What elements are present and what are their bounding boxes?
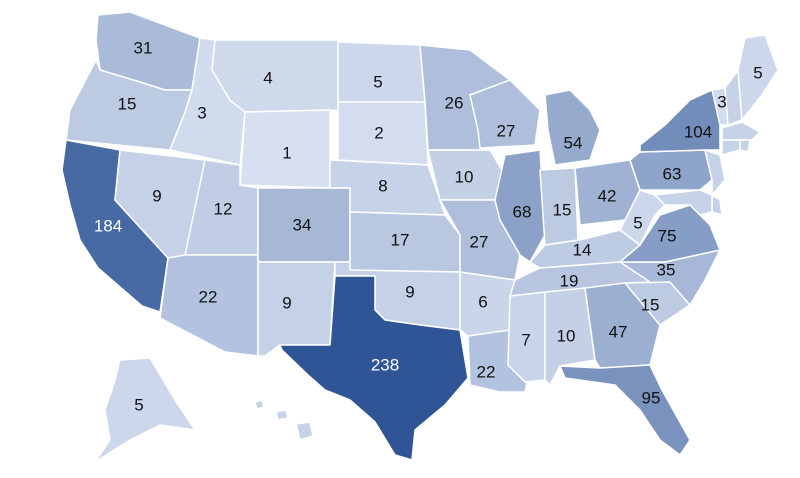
label-ME: 5 bbox=[753, 64, 762, 83]
label-MI: 54 bbox=[564, 134, 583, 153]
label-AR: 6 bbox=[478, 293, 487, 312]
label-PA: 63 bbox=[663, 165, 682, 184]
label-NM: 9 bbox=[282, 294, 291, 313]
label-ID: 3 bbox=[197, 104, 206, 123]
label-IN: 15 bbox=[553, 201, 572, 220]
label-IL: 68 bbox=[513, 203, 532, 222]
label-AZ: 22 bbox=[199, 288, 218, 307]
label-MO: 27 bbox=[470, 233, 489, 252]
label-MT: 4 bbox=[263, 69, 272, 88]
label-WY: 1 bbox=[282, 144, 291, 163]
label-GA: 47 bbox=[609, 323, 628, 342]
label-IA: 10 bbox=[455, 168, 474, 187]
label-LA: 22 bbox=[477, 363, 496, 382]
state-TX[interactable] bbox=[279, 275, 469, 461]
label-ND: 5 bbox=[373, 73, 382, 92]
label-CO: 34 bbox=[293, 216, 312, 235]
state-FL[interactable] bbox=[559, 364, 691, 456]
label-TN: 19 bbox=[560, 272, 579, 291]
state-NJ[interactable] bbox=[704, 149, 726, 196]
label-MS: 7 bbox=[521, 331, 530, 350]
label-CA: 184 bbox=[94, 217, 122, 236]
state-AK[interactable] bbox=[94, 357, 196, 463]
label-NV: 9 bbox=[152, 187, 161, 206]
label-WV: 5 bbox=[633, 214, 642, 233]
state-RI[interactable] bbox=[739, 139, 751, 153]
state-WV[interactable] bbox=[619, 189, 666, 246]
label-SD: 2 bbox=[374, 124, 383, 143]
label-AK: 5 bbox=[134, 396, 143, 415]
label-MN: 26 bbox=[445, 94, 464, 113]
state-MS[interactable] bbox=[507, 291, 546, 383]
label-OK: 9 bbox=[405, 283, 414, 302]
state-IL[interactable] bbox=[494, 149, 546, 263]
label-FL: 95 bbox=[642, 389, 661, 408]
label-KS: 17 bbox=[391, 231, 410, 250]
label-WI: 27 bbox=[497, 122, 516, 141]
state-CT[interactable] bbox=[721, 139, 741, 156]
label-VT: 3 bbox=[717, 93, 726, 112]
label-AL: 10 bbox=[557, 327, 576, 346]
state-NY[interactable] bbox=[639, 89, 721, 153]
state-MA[interactable] bbox=[721, 121, 761, 141]
label-NY: 104 bbox=[684, 123, 712, 142]
state-MD[interactable] bbox=[654, 189, 713, 216]
label-VA: 75 bbox=[658, 227, 677, 246]
state-MI[interactable] bbox=[544, 89, 601, 166]
label-NE: 8 bbox=[378, 177, 387, 196]
label-TX: 238 bbox=[371, 356, 399, 375]
state-ME[interactable] bbox=[737, 34, 779, 121]
label-UT: 12 bbox=[214, 200, 233, 219]
label-SC: 15 bbox=[641, 296, 660, 315]
state-DE[interactable] bbox=[711, 194, 723, 216]
label-OR: 15 bbox=[118, 95, 137, 114]
label-KY: 14 bbox=[573, 241, 592, 260]
state-WI[interactable] bbox=[469, 79, 541, 149]
label-WA: 31 bbox=[134, 39, 153, 58]
state-MT[interactable] bbox=[211, 39, 339, 113]
state-HI[interactable] bbox=[254, 399, 314, 441]
label-OH: 42 bbox=[598, 187, 617, 206]
state-NM[interactable] bbox=[257, 261, 336, 357]
label-NC: 35 bbox=[657, 261, 676, 280]
